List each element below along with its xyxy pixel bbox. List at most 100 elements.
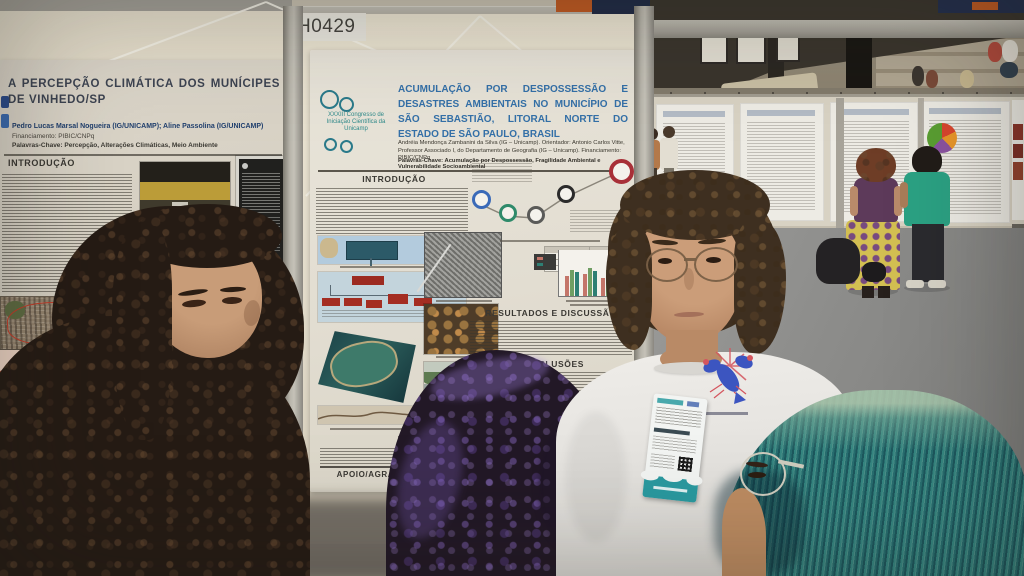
backpack-small [862, 262, 886, 282]
map-legend-box [346, 241, 398, 260]
badge-footer-text-line [653, 485, 688, 493]
center-poster-keywords: Palavras-Chave: Acumulação por Desposses… [398, 158, 601, 170]
banner-orange [972, 2, 998, 10]
visitor-hair [663, 126, 675, 138]
person-man-eye [706, 257, 721, 263]
figure-caption [500, 240, 600, 242]
text-lines [322, 310, 460, 318]
seated-person [1000, 62, 1018, 78]
person-a-eye [221, 296, 243, 305]
flowchart-box [366, 300, 382, 308]
person-man-glasses-bridge [684, 258, 696, 261]
banner-orange [556, 0, 592, 12]
figure-caption [566, 300, 628, 302]
badge-text-lines [654, 406, 703, 428]
visitor-pants-black [912, 224, 944, 282]
visitor-arm [900, 182, 908, 208]
figure-caption [570, 304, 624, 306]
congress-logo-text: XXXIII Congresso de Iniciação Científica… [326, 112, 386, 133]
logo-circle [340, 140, 353, 153]
avatar [242, 163, 248, 169]
photo-thumb [1013, 162, 1023, 180]
bar-chart-legend [534, 254, 556, 270]
visitor-boot [862, 286, 874, 298]
island-relief [328, 337, 400, 391]
person-a-eyebrow [219, 286, 247, 293]
center-poster-authors: Andréia Mendonça Zambanini da Silva (IG … [398, 140, 625, 162]
seated-person [960, 70, 974, 88]
visitor-top-purple [854, 178, 898, 222]
wave-scallop [662, 470, 684, 484]
badge-header-chip [657, 397, 684, 406]
flowchart-box [414, 298, 432, 306]
center-section-results: RESULTADOS E DISCUSSÃO [485, 308, 617, 318]
logo-circle [320, 90, 339, 109]
visitor-sneaker [906, 280, 924, 288]
text-lines [316, 188, 468, 234]
backpack [816, 238, 860, 284]
figure-caption [330, 428, 406, 430]
frame-bar-right [648, 20, 1024, 38]
person-man-hair-side-left [606, 228, 652, 350]
center-section-introduction: INTRODUÇÃO [362, 174, 426, 184]
storefront-yellow [140, 182, 230, 200]
divider [318, 170, 628, 172]
badge-name-line [653, 427, 690, 436]
logo-circle [339, 97, 354, 112]
seated-person [1002, 40, 1018, 62]
divider [4, 154, 282, 156]
person-c-face-edge [722, 488, 766, 576]
figure-caption [436, 300, 492, 302]
visitor-hair-black [912, 146, 942, 174]
timeline-pin-blue [472, 190, 491, 209]
badge-text-lines [651, 435, 697, 455]
flowchart-box [344, 298, 362, 306]
text-lines [242, 173, 280, 213]
person-a-eye [181, 298, 207, 309]
person-man-hair-side-right [734, 222, 786, 354]
terrain-profile-curve [317, 411, 419, 420]
timeline-pin-green [499, 204, 517, 222]
bar [575, 272, 579, 296]
badge-text-lines [649, 453, 676, 470]
center-section-conclusions: CONCLUSÕES [518, 359, 584, 369]
aerial-bw-photo-figure [416, 232, 502, 298]
badge-qr-code [677, 456, 693, 473]
logo-circle [324, 138, 337, 151]
land-shape [320, 238, 338, 258]
flowchart-root-box [352, 276, 384, 285]
poster-title-band [837, 109, 909, 115]
seated-person [988, 42, 1002, 62]
visitor-boot [878, 286, 890, 298]
person-man-glasses-left-lens [646, 248, 688, 282]
congress-logo: XXXIII Congresso de Iniciação Científica… [318, 90, 396, 153]
timeline-figure [470, 158, 634, 238]
seated-person [912, 66, 924, 86]
left-poster-funding: Financiamento: PIBIC/CNPq [12, 132, 95, 140]
institution-logo [1, 114, 9, 128]
photo-thumb [1013, 124, 1023, 140]
photo-thumb [1013, 144, 1023, 158]
left-poster-keywords: Palavras-Chave: Percepção, Alterações Cl… [12, 141, 218, 149]
seated-person [926, 70, 938, 88]
island-3d-figure [318, 331, 416, 403]
visitor-arm [850, 186, 858, 216]
flowchart-box [322, 298, 340, 306]
person-man-nose-shadow [684, 268, 694, 290]
lobster-tshirt-print [703, 348, 753, 404]
awning [140, 162, 230, 182]
booth-id-text: H0429 [297, 16, 356, 37]
tshirt-fold-shadow [566, 412, 626, 542]
left-poster-title: A PERCEPÇÃO CLIMÁTICA DOS MUNÍCIPES DE V… [8, 78, 280, 107]
person-a-eyebrow [177, 287, 209, 298]
poster-title-band [663, 111, 725, 117]
visitor-sneaker [928, 280, 946, 288]
center-poster-title: ACUMULAÇÃO POR DESPOSSESSÃO E DESASTRES … [398, 84, 628, 140]
timeline-pin-grey [527, 206, 545, 224]
institution-logo [1, 96, 9, 108]
background-poster [1012, 100, 1024, 220]
connector-line [370, 258, 372, 266]
person-c-glasses-lens [740, 452, 786, 496]
background-panel-post [836, 98, 844, 246]
